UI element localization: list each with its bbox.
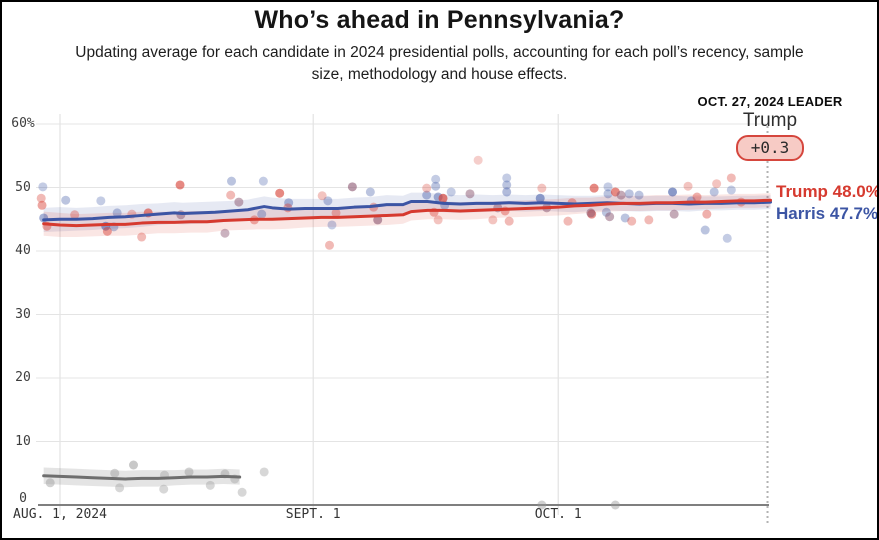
poll-dot — [683, 181, 693, 191]
poll-dot — [422, 190, 432, 200]
poll-dot — [624, 189, 634, 199]
poll-dot — [258, 176, 268, 186]
poll-dot — [502, 187, 512, 197]
leader-date-label: OCT. 27, 2024 LEADER — [697, 94, 843, 109]
poll-dot — [616, 190, 626, 200]
poll-dot — [433, 215, 443, 225]
poll-dot — [175, 180, 185, 190]
poll-dot — [610, 500, 620, 510]
y-tick-label: 10 — [15, 433, 31, 449]
poll-dot — [184, 467, 194, 477]
poll-dot — [45, 478, 55, 488]
poll-dot — [605, 212, 615, 222]
page-title: Who’s ahead in Pennsylvania? — [254, 6, 625, 34]
poll-dot — [692, 192, 702, 202]
y-tick-label: 30 — [15, 306, 31, 322]
y-tick-label: 60% — [11, 116, 35, 131]
kennedy-average-line — [42, 474, 242, 481]
poll-dot — [237, 487, 247, 497]
poll-dot — [257, 209, 267, 219]
poll-dot — [700, 225, 710, 235]
poll-dot — [627, 216, 637, 226]
poll-dot — [275, 188, 285, 198]
poll-dot — [620, 213, 630, 223]
poll-dot — [347, 182, 357, 192]
page-subtitle: Updating average for each candidate in 2… — [75, 44, 804, 83]
poll-dot — [431, 174, 441, 184]
poll-dot — [726, 185, 736, 195]
poll-dot — [323, 196, 333, 206]
y-tick-label: 20 — [15, 370, 31, 385]
poll-dot — [589, 183, 599, 193]
poll-dot — [438, 193, 448, 203]
poll-dot — [220, 228, 230, 238]
poll-dot — [115, 483, 125, 493]
y-tick-label: 50 — [15, 179, 31, 195]
poll-dot — [331, 208, 341, 218]
poll-dot — [668, 187, 678, 197]
poll-dot — [603, 182, 613, 192]
poll-dot — [226, 190, 236, 200]
leader-margin-badge: +0.3 — [735, 135, 805, 161]
x-tick-label: AUG. 1, 2024 — [13, 507, 107, 522]
poll-dot — [159, 484, 169, 494]
x-tick-label: SEPT. 1 — [285, 507, 341, 522]
poll-dot — [537, 183, 547, 193]
poll-dot — [365, 187, 375, 197]
poll-dot — [61, 195, 71, 205]
poll-dot — [431, 181, 441, 191]
poll-dot — [465, 189, 475, 199]
y-tick-label: 40 — [15, 243, 31, 258]
poll-dot — [537, 500, 547, 510]
poll-dot — [473, 155, 483, 165]
poll-dot — [586, 208, 596, 218]
trump-average-line — [42, 198, 773, 228]
poll-dot — [488, 215, 498, 225]
leader-name: Trump — [742, 110, 798, 131]
poll-dot — [535, 193, 545, 203]
poll-dot — [722, 233, 732, 243]
poll-dot — [603, 189, 613, 199]
poll-dot — [504, 216, 514, 226]
poll-dot — [502, 173, 512, 183]
poll-dot — [373, 215, 383, 225]
end-label-trump: Trump 48.0% — [776, 182, 879, 201]
poll-dot — [709, 187, 719, 197]
poll-dot — [284, 198, 294, 208]
poll-dot — [137, 232, 147, 242]
leader-callout: OCT. 27, 2024 LEADER Trump +0.3 — [662, 94, 877, 161]
chart-header: Who’s ahead in Pennsylvania? Updating av… — [2, 6, 877, 86]
poll-dot — [327, 220, 337, 230]
poll-dot — [70, 210, 80, 220]
poll-dot — [317, 191, 327, 201]
poll-dot — [422, 183, 432, 193]
y-tick-label: 0 — [19, 491, 27, 506]
poll-dot — [102, 226, 112, 236]
x-tick-label: OCT. 1 — [534, 507, 582, 522]
poll-dot — [112, 208, 122, 218]
poll-dot — [563, 216, 573, 226]
poll-dot — [669, 209, 679, 219]
poll-dot — [502, 180, 512, 190]
poll-dot — [110, 468, 120, 478]
poll-dot — [712, 179, 722, 189]
poll-dot — [38, 182, 48, 192]
poll-dot — [726, 173, 736, 183]
poll-dot — [259, 467, 269, 477]
poll-dot — [634, 190, 644, 200]
poll-dot — [227, 176, 237, 186]
poll-dot — [36, 193, 46, 203]
poll-dot — [205, 480, 215, 490]
poll-dot — [37, 200, 47, 210]
poll-dot — [446, 187, 456, 197]
poll-dot — [129, 460, 139, 470]
poll-dot — [234, 197, 244, 207]
poll-dot — [325, 240, 335, 250]
poll-dot — [702, 209, 712, 219]
poll-dot — [96, 196, 106, 206]
end-label-harris: Harris 47.7% — [776, 204, 879, 223]
poll-dot — [644, 215, 654, 225]
